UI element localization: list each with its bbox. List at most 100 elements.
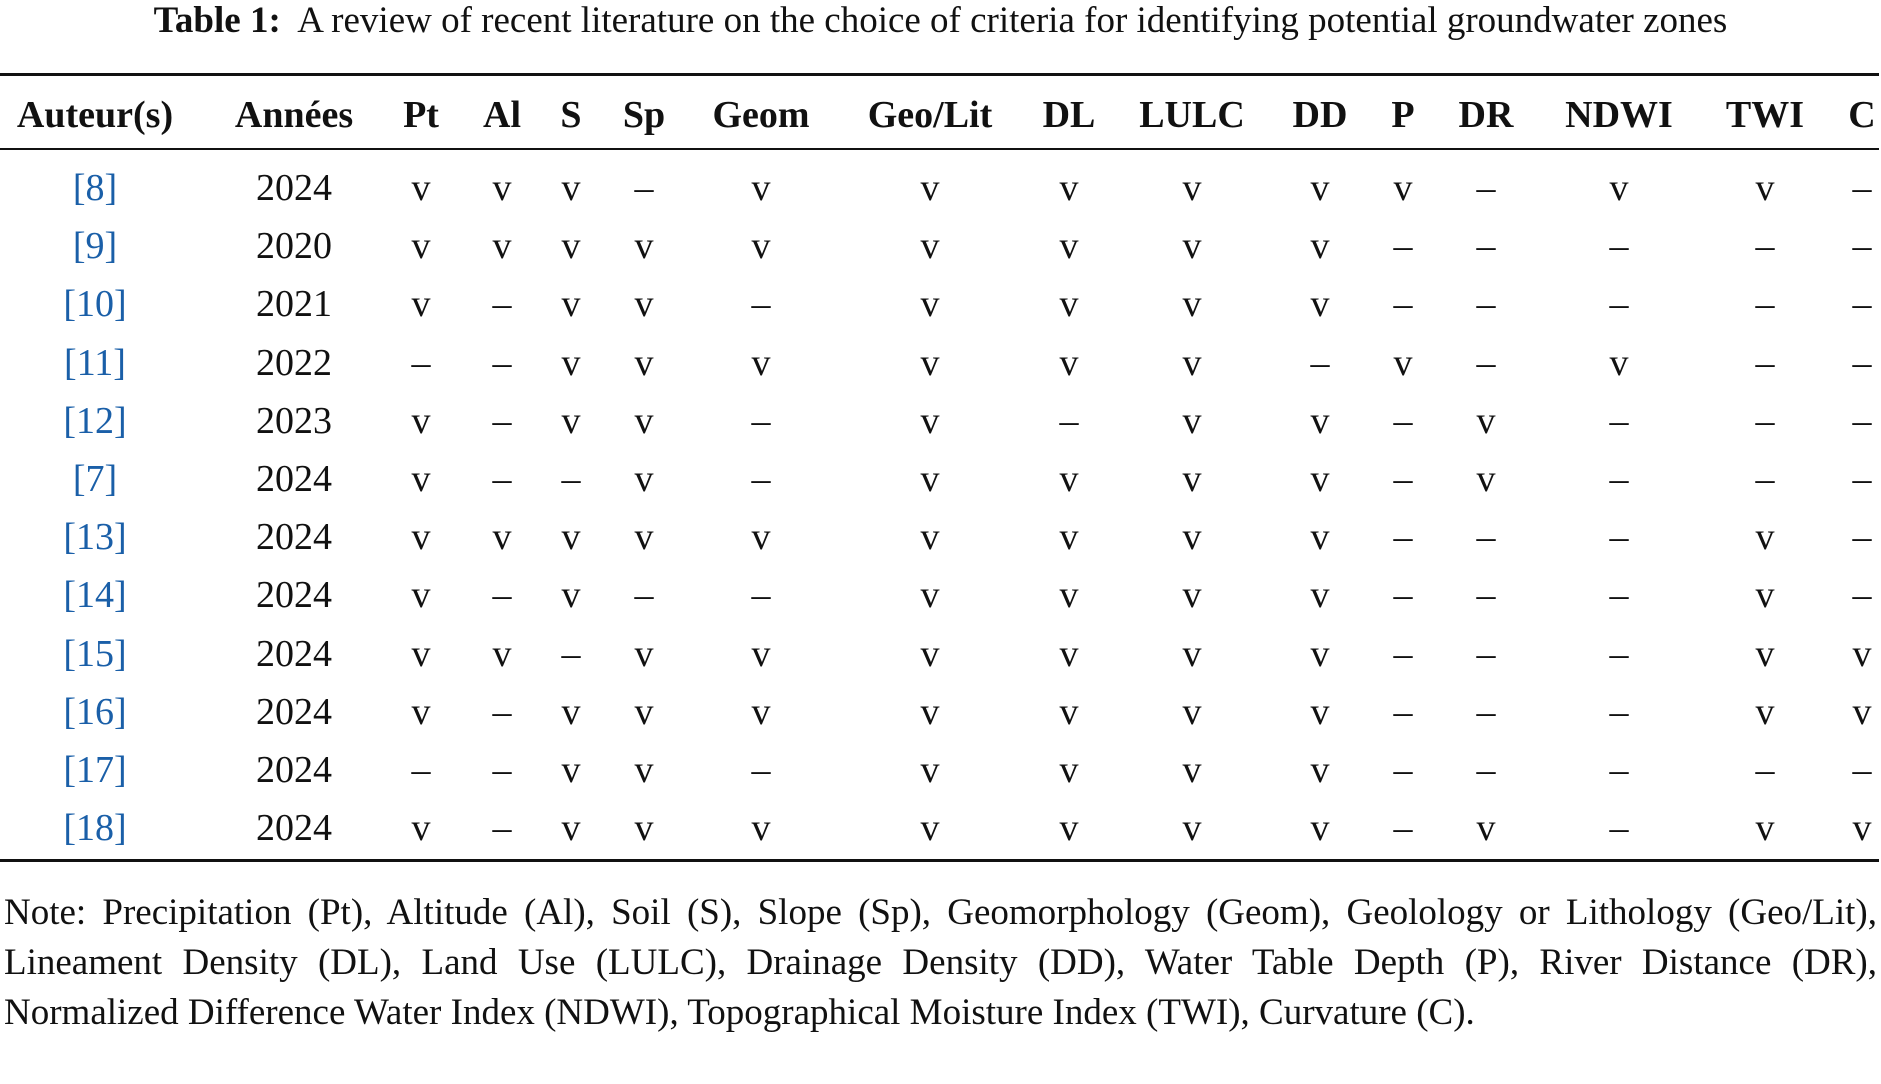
reference-link[interactable]: [17]: [63, 749, 127, 791]
table-cell: v: [1755, 690, 1775, 733]
table-cell: –: [1609, 283, 1629, 326]
table-cell: v: [1059, 690, 1079, 733]
table-cell: –: [411, 749, 431, 791]
table-cell: v: [1310, 574, 1330, 617]
table-cell: v: [1852, 690, 1872, 733]
table-cell: –: [1852, 749, 1872, 791]
table-cell: v: [411, 632, 431, 675]
table-cell: v: [751, 632, 771, 675]
column-header: Auteur(s): [16, 94, 174, 136]
column-header: Geom: [712, 94, 810, 136]
reference-link[interactable]: [14]: [63, 574, 127, 617]
table-cell: v: [561, 749, 581, 791]
table-cell: v: [1755, 807, 1775, 850]
reference-link[interactable]: [13]: [63, 516, 127, 559]
table-cell: v: [1755, 516, 1775, 559]
column-header: NDWI: [1565, 94, 1673, 136]
table-cell: –: [1755, 283, 1775, 326]
table-cell: –: [1476, 749, 1496, 791]
table-cell: –: [1755, 399, 1775, 442]
table-cell: v: [1310, 632, 1330, 675]
column-header: Années: [234, 94, 354, 136]
table-cell: v: [751, 225, 771, 268]
table-cell: v: [411, 225, 431, 268]
table-cell: –: [1393, 516, 1413, 559]
table-cell: –: [751, 749, 771, 791]
reference-link[interactable]: [18]: [63, 807, 127, 850]
table-cell: v: [1310, 458, 1330, 500]
column-header: Sp: [622, 94, 666, 136]
table-cell: v: [1310, 749, 1330, 791]
top-rule: [0, 73, 1879, 76]
table-cell: v: [1182, 225, 1202, 268]
reference-link[interactable]: [12]: [63, 399, 127, 442]
column-header: Pt: [403, 94, 439, 136]
table-cell: –: [1059, 399, 1079, 442]
table-cell: –: [1393, 574, 1413, 617]
table-cell: –: [1393, 690, 1413, 733]
table-cell: 2024: [256, 516, 332, 559]
table-cell: –: [411, 341, 431, 384]
table-cell: v: [634, 807, 654, 850]
reference-link[interactable]: [15]: [63, 632, 127, 675]
table-cell: –: [634, 167, 654, 209]
table-cell: v: [920, 690, 940, 733]
reference-link[interactable]: [9]: [72, 225, 118, 268]
table-cell: v: [561, 690, 581, 733]
table-cell: v: [561, 225, 581, 268]
table-cell: –: [561, 632, 581, 675]
table-cell: –: [1852, 458, 1872, 500]
table-cell: v: [1182, 167, 1202, 209]
table-cell: 2020: [256, 225, 332, 268]
table-cell: v: [634, 690, 654, 733]
reference-link[interactable]: [10]: [63, 283, 127, 326]
table-cell: v: [751, 167, 771, 209]
table-cell: –: [1393, 283, 1413, 326]
table-cell: v: [411, 690, 431, 733]
table-cell: v: [1476, 399, 1496, 442]
column-header: S: [560, 94, 582, 136]
column-header: C: [1848, 94, 1876, 136]
reference-link[interactable]: [7]: [72, 458, 118, 500]
table-cell: v: [634, 516, 654, 559]
table-cell: –: [1852, 341, 1872, 384]
table-cell: v: [411, 458, 431, 500]
table-cell: v: [411, 399, 431, 442]
table-cell: –: [561, 458, 581, 500]
header-rule: [0, 148, 1879, 150]
table-cell: –: [1476, 225, 1496, 268]
table-cell: v: [1059, 458, 1079, 500]
table-cell: –: [1609, 458, 1629, 500]
table-cell: v: [1182, 283, 1202, 326]
table-cell: 2024: [256, 632, 332, 675]
table-cell: –: [1609, 225, 1629, 268]
table-cell: v: [411, 516, 431, 559]
table-cell: v: [1059, 341, 1079, 384]
table-cell: v: [561, 399, 581, 442]
table-cell: v: [634, 399, 654, 442]
table-cell: –: [1393, 458, 1413, 500]
table-cell: –: [492, 458, 512, 500]
table-cell: –: [1476, 632, 1496, 675]
table-cell: –: [492, 341, 512, 384]
table-cell: –: [492, 399, 512, 442]
table-cell: –: [1755, 225, 1775, 268]
table-cell: –: [492, 807, 512, 850]
table-cell: –: [492, 690, 512, 733]
table-cell: v: [1755, 574, 1775, 617]
reference-link[interactable]: [8]: [72, 167, 118, 209]
table-cell: v: [561, 807, 581, 850]
reference-link[interactable]: [11]: [64, 341, 126, 384]
table-cell: 2022: [256, 341, 332, 384]
table-cell: 2024: [256, 749, 332, 791]
table-cell: –: [1476, 341, 1496, 384]
table-cell: 2024: [256, 458, 332, 500]
table-cell: –: [1476, 690, 1496, 733]
table-cell: v: [920, 516, 940, 559]
reference-link[interactable]: [16]: [63, 690, 127, 733]
table-cell: –: [1310, 341, 1330, 384]
table-cell: –: [1476, 283, 1496, 326]
table-cell: v: [751, 807, 771, 850]
table-cell: v: [1609, 341, 1629, 384]
